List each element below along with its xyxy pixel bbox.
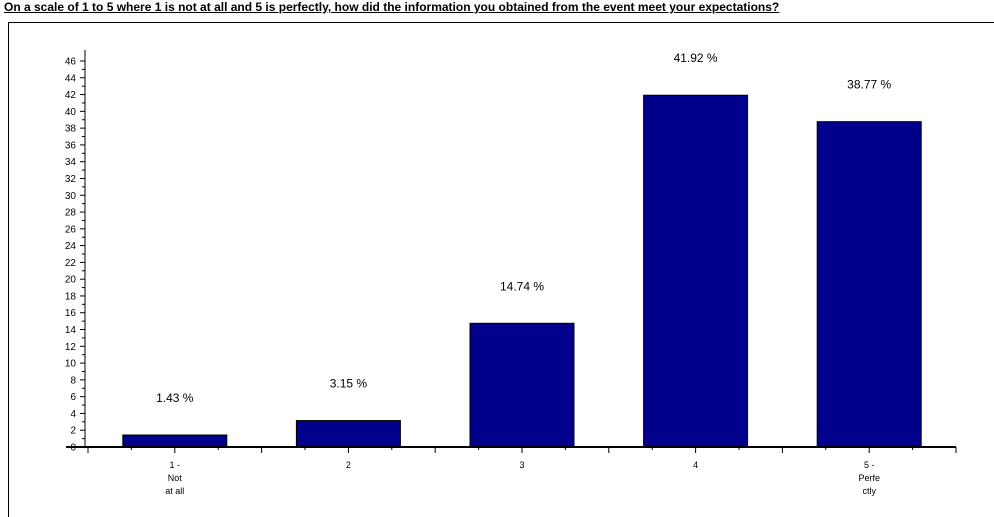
y-tick-label: 42 [65, 90, 77, 101]
y-tick-label: 18 [65, 291, 77, 302]
y-tick-label: 2 [70, 426, 76, 437]
y-tick-label: 24 [65, 241, 77, 252]
x-tick-label: 4 [693, 460, 698, 470]
chart-title: On a scale of 1 to 5 where 1 is not at a… [4, 0, 780, 14]
y-tick-label: 32 [65, 174, 77, 185]
data-label: 1.43 % [156, 391, 194, 405]
y-tick-label: 40 [65, 107, 77, 118]
y-tick-label: 38 [65, 124, 77, 135]
x-tick-label: Not [168, 473, 183, 483]
bar [122, 434, 228, 448]
data-label: 38.77 % [847, 78, 891, 92]
y-tick-label: 12 [65, 342, 77, 353]
y-tick-label: 14 [65, 325, 77, 336]
x-tick-label: 2 [346, 460, 351, 470]
x-tick-label: 3 [519, 460, 524, 470]
x-tick-label: 5 - [864, 460, 875, 470]
data-label: 14.74 % [500, 279, 544, 293]
y-tick-label: 28 [65, 208, 77, 219]
y-tick-label: 4 [70, 409, 76, 420]
y-tick-label: 22 [65, 258, 77, 269]
data-label: 41.92 % [674, 51, 718, 65]
y-tick-label: 34 [65, 157, 77, 168]
y-tick-label: 8 [70, 375, 76, 386]
y-tick-label: 16 [65, 308, 77, 319]
x-tick-label: ctly [862, 486, 876, 496]
y-tick-label: 20 [65, 275, 77, 286]
y-tick-label: 30 [65, 191, 77, 202]
bar [643, 94, 749, 448]
y-tick-label: 10 [65, 359, 77, 370]
x-tick-label: 1 - [170, 460, 181, 470]
x-tick-label: at all [165, 486, 184, 496]
bar [295, 420, 401, 448]
y-tick-label: 36 [65, 140, 77, 151]
bar [816, 121, 922, 448]
x-tick-label: Perfe [858, 473, 880, 483]
bar [469, 322, 575, 448]
y-tick-label: 44 [65, 73, 77, 84]
y-tick-label: 6 [70, 392, 76, 403]
data-label: 3.15 % [330, 377, 368, 391]
y-tick-label: 46 [65, 57, 77, 68]
y-tick-label: 26 [65, 224, 77, 235]
chart-frame [8, 22, 994, 517]
